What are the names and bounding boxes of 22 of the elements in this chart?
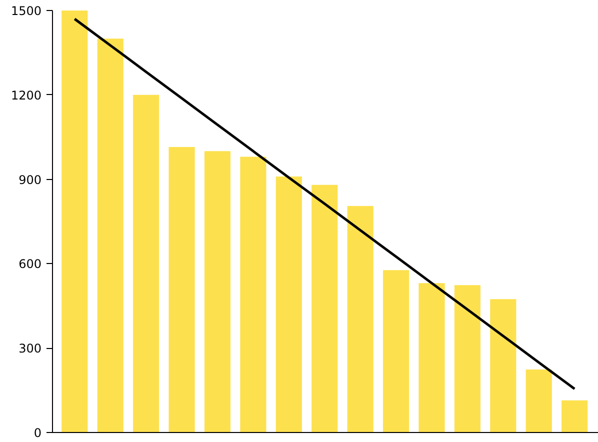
bar: [204, 151, 231, 432]
bar: [562, 400, 588, 432]
y-tick-label: 1200: [10, 88, 42, 102]
y-tick-label: 600: [18, 257, 42, 272]
bar: [418, 283, 445, 432]
line-series: [73, 18, 576, 390]
bar: [240, 156, 266, 432]
bar: [312, 184, 338, 432]
bar: [62, 10, 88, 432]
y-tick-label: 1500: [10, 4, 42, 18]
bar: [168, 146, 195, 432]
bar: [133, 94, 160, 432]
bar: [382, 270, 410, 432]
bar: [454, 285, 480, 432]
y-tick-label: 300: [18, 342, 42, 356]
bar: [347, 206, 374, 432]
bar: [97, 38, 124, 432]
y-tick-label: 900: [18, 172, 42, 187]
bar: [276, 176, 302, 432]
bar: [526, 369, 552, 432]
y-tick-label: 0: [34, 426, 42, 440]
bar: [490, 299, 516, 432]
